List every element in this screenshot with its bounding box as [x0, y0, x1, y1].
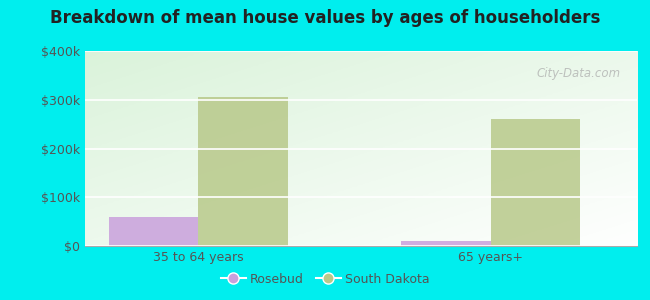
- Bar: [109, 217, 198, 246]
- Legend: Rosebud, South Dakota: Rosebud, South Dakota: [216, 268, 434, 291]
- Bar: [198, 97, 287, 246]
- Text: Breakdown of mean house values by ages of householders: Breakdown of mean house values by ages o…: [50, 9, 600, 27]
- Bar: [491, 119, 580, 246]
- Text: City-Data.com: City-Data.com: [536, 67, 620, 80]
- Bar: [401, 241, 491, 246]
